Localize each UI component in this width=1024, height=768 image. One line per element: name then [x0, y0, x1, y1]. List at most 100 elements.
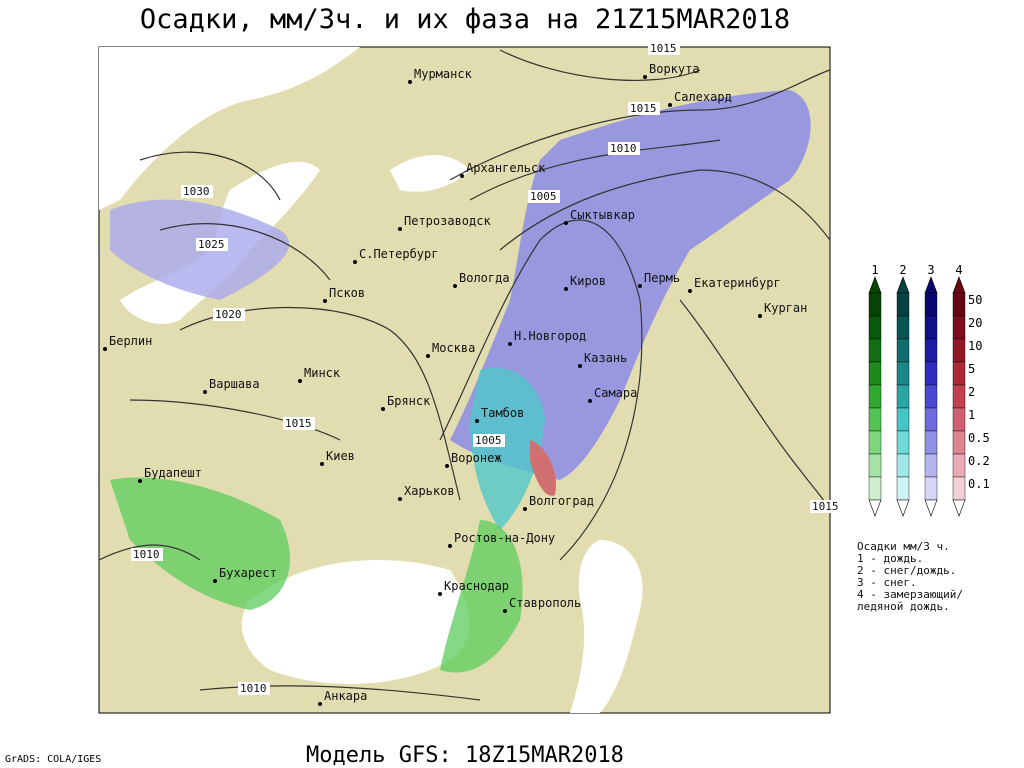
city-dot	[460, 174, 464, 178]
legend-swatch	[896, 430, 910, 455]
map	[98, 46, 831, 714]
level-label: 0.1	[968, 477, 990, 491]
legend-swatch	[896, 384, 910, 409]
phase-label: 2	[899, 263, 906, 277]
legend-tip	[952, 276, 966, 294]
legend-swatch	[924, 476, 938, 501]
isobar-label: 1030	[183, 185, 210, 198]
city-dot	[203, 390, 207, 394]
isobar-label: 1020	[215, 308, 242, 321]
legend-swatch	[952, 476, 966, 501]
legend-swatch	[952, 407, 966, 432]
city-label: Ставрополь	[509, 596, 581, 610]
isobar-label: 1015	[812, 500, 839, 513]
city-dot	[643, 75, 647, 79]
legend-swatch	[924, 453, 938, 478]
isobar-label-bg	[196, 238, 228, 251]
legend-note: Осадки мм/3 ч.	[857, 540, 950, 553]
city-label: Н.Новгород	[514, 329, 586, 343]
isobar-label-bg	[473, 434, 505, 447]
city-label: Екатеринбург	[694, 276, 781, 290]
legend-tip	[924, 276, 938, 294]
legend-swatch	[924, 338, 938, 363]
city-dot	[448, 544, 452, 548]
isobar-label: 1010	[133, 548, 160, 561]
level-label: 50	[968, 293, 982, 307]
snow-area	[450, 90, 811, 480]
city-dot	[503, 609, 507, 613]
legend-tip	[868, 276, 882, 294]
city-dot	[426, 354, 430, 358]
phase-label: 4	[955, 263, 962, 277]
city-label: Варшава	[209, 377, 260, 391]
level-label: 0.5	[968, 431, 990, 445]
legend-swatch	[924, 292, 938, 317]
city-label: Воркута	[649, 62, 700, 76]
isobar-label-bg	[181, 185, 213, 198]
city-dot	[320, 462, 324, 466]
isobar-label-bg	[810, 500, 842, 513]
legend-swatch	[868, 407, 882, 432]
white-sea	[390, 155, 470, 192]
legend-swatch	[952, 361, 966, 386]
legend-swatch	[924, 407, 938, 432]
phase-label: 3	[927, 263, 934, 277]
isobar-label-bg	[131, 548, 163, 561]
isobar-label-bg	[238, 682, 270, 695]
city-label: Харьков	[404, 484, 455, 498]
legend-swatch	[868, 476, 882, 501]
city-label: Салехард	[674, 90, 732, 104]
isobar-label-bg	[648, 42, 680, 55]
legend-swatch	[924, 430, 938, 455]
footer: Модель GFS: 18Z15MAR2018	[306, 743, 624, 768]
city-label: Псков	[329, 286, 365, 300]
city-label: Курган	[764, 301, 807, 315]
city-dot	[588, 399, 592, 403]
legend-swatch	[924, 384, 938, 409]
city-dot	[523, 507, 527, 511]
isobar-label: 1005	[530, 190, 557, 203]
city-dot	[438, 592, 442, 596]
isobar-label-bg	[608, 142, 640, 155]
city-dot	[638, 284, 642, 288]
isobar-label: 1025	[198, 238, 225, 251]
legend-swatch	[896, 338, 910, 363]
city-dot	[138, 479, 142, 483]
legend-swatch	[952, 315, 966, 340]
city-dot	[758, 314, 762, 318]
level-label: 1	[968, 408, 975, 422]
city-dot	[381, 407, 385, 411]
city-dot	[688, 289, 692, 293]
city-label: Тамбов	[481, 406, 524, 420]
city-label: Архангельск	[466, 161, 546, 175]
level-label: 0.2	[968, 454, 990, 468]
city-label: Волгоград	[529, 494, 594, 508]
city-dot	[318, 702, 322, 706]
legend-swatch	[952, 338, 966, 363]
city-dot	[475, 419, 479, 423]
legend-swatch	[896, 315, 910, 340]
map-labels: Мурманск Воркута Салехард Архангельск Сыктыв…	[103, 42, 842, 706]
isobar-label: 1015	[650, 42, 677, 55]
legend-tip	[896, 276, 910, 294]
freezing-area	[530, 440, 556, 496]
isobar-label-bg	[283, 417, 315, 430]
legend-note: 2 - снег/дождь.	[857, 564, 956, 577]
legend-swatch	[896, 292, 910, 317]
rain-area	[440, 520, 523, 673]
isobar-label: 1015	[285, 417, 312, 430]
mixed-area	[470, 367, 545, 530]
city-label: Киев	[326, 449, 355, 463]
legend-swatch	[896, 361, 910, 386]
legend-note: 1 - дождь.	[857, 552, 923, 565]
isobar-label-bg	[628, 102, 660, 115]
city-label: Сыктывкар	[570, 208, 635, 222]
legend-swatch	[868, 338, 882, 363]
rain-area	[110, 477, 290, 610]
city-label: Пермь	[644, 271, 680, 285]
isobar-label: 1010	[610, 142, 637, 155]
city-dot	[445, 464, 449, 468]
phase-label: 1	[871, 263, 878, 277]
city-dot	[353, 260, 357, 264]
